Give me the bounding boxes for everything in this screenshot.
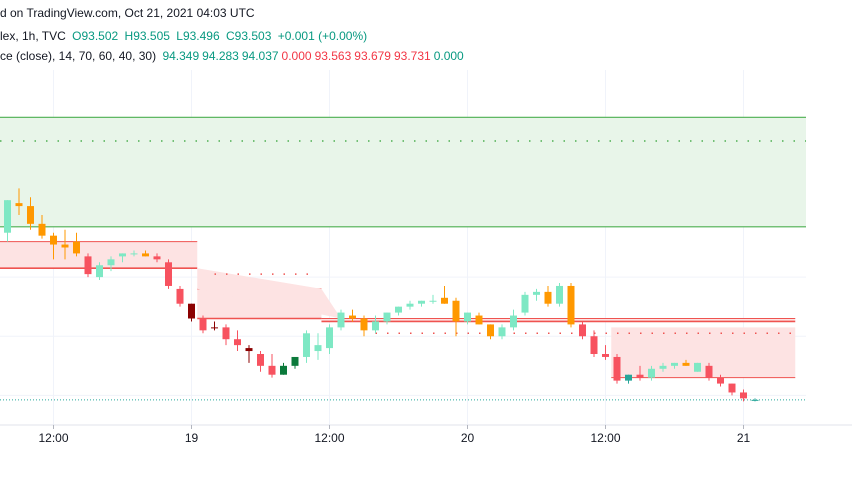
candle-body <box>498 327 506 337</box>
candle-body <box>521 294 529 313</box>
candle-body <box>188 303 195 319</box>
candle-body <box>27 206 34 224</box>
candle-body <box>245 348 253 352</box>
high-value: H93.505 <box>124 29 170 43</box>
supply-zone <box>0 117 806 227</box>
candle-body <box>211 327 218 329</box>
candle-body <box>142 253 149 257</box>
candle-body <box>625 374 632 381</box>
candle-body <box>165 262 172 286</box>
candle-body <box>96 265 103 278</box>
indicator-value: 93.563 <box>314 49 352 63</box>
candle-body <box>717 377 724 384</box>
candle-body <box>429 300 437 302</box>
candle-body <box>234 339 241 346</box>
candle-body <box>395 306 402 313</box>
candle-body <box>590 336 598 354</box>
candle-body <box>153 256 161 260</box>
candle-body <box>671 362 678 366</box>
published-line: d on TradingView.com, Oct 21, 2021 04:03… <box>0 6 258 20</box>
candle-body <box>406 303 414 307</box>
candle-body <box>567 285 575 325</box>
indicator-value: 93.731 <box>393 49 431 63</box>
candle-body <box>4 200 11 233</box>
candle-body <box>176 288 184 304</box>
candle-body <box>38 223 46 236</box>
demand-zone <box>0 241 198 269</box>
candle-body <box>751 399 759 401</box>
candle-body <box>337 312 345 328</box>
candle-body <box>360 318 368 331</box>
indicator-value: 94.283 <box>202 49 239 63</box>
candle-body <box>510 315 517 328</box>
candle-body <box>728 383 736 393</box>
candle-body <box>119 253 126 257</box>
demand-zone-transition <box>197 268 341 319</box>
indicator-value: 94.349 <box>162 49 200 63</box>
time-axis-label: 20 <box>461 431 475 445</box>
candle-body <box>130 253 138 255</box>
candle-body <box>61 244 69 248</box>
candle-body <box>544 291 552 304</box>
candle-body <box>636 374 644 378</box>
candle-body <box>556 285 563 304</box>
indicator-name: ce (close), 14, 70, 60, 40, 30) <box>0 49 157 63</box>
indicator-value: 94.037 <box>241 49 279 63</box>
candle-body <box>441 297 448 304</box>
time-axis-label: 12:00 <box>38 431 68 445</box>
candle-body <box>602 354 609 357</box>
candle-body <box>452 300 460 322</box>
indicator-legend: ce (close), 14, 70, 60, 40, 30) 94.349 94… <box>0 49 470 63</box>
candle-body <box>487 324 494 337</box>
demand-zone-tail <box>611 327 796 378</box>
indicator-value: 0.000 <box>433 49 464 63</box>
candle-body <box>705 365 713 378</box>
candle-body <box>50 235 57 245</box>
indicator-values: 94.349 94.283 94.037 0.000 93.563 93.679 93.73… <box>162 49 466 63</box>
candle-body <box>659 365 667 369</box>
candle-body <box>326 327 333 349</box>
candle-body <box>383 312 391 322</box>
low-value: L93.496 <box>176 29 220 43</box>
candle-body <box>475 315 483 325</box>
candle-body <box>349 315 356 319</box>
candle-body <box>682 362 690 366</box>
candle-body <box>268 365 276 375</box>
candle-body <box>579 324 586 337</box>
candle-body <box>613 356 621 381</box>
time-axis-label: 12:00 <box>590 431 620 445</box>
candle-body <box>199 318 207 331</box>
indicator-value: 0.000 <box>281 49 312 63</box>
candle-body <box>464 312 471 322</box>
candle-body <box>291 356 299 366</box>
candle-body <box>222 327 230 340</box>
published-text: d on TradingView.com, Oct 21, 2021 04:03… <box>0 6 255 20</box>
symbol-text: lex, 1h, TVC <box>0 29 66 43</box>
indicator-value: 93.679 <box>354 49 391 63</box>
candle-body <box>648 368 655 378</box>
time-axis-label: 19 <box>185 431 199 445</box>
candle-body <box>533 291 540 295</box>
candle-body <box>694 362 701 372</box>
candle-body <box>280 365 287 375</box>
demand-zone <box>321 318 796 322</box>
candle-body <box>107 259 115 266</box>
symbol-legend: lex, 1h, TVC O93.502 H93.505 L93.496 C93… <box>0 29 370 43</box>
candle-body <box>314 345 322 352</box>
candle-body <box>372 321 379 331</box>
candle-body <box>740 392 747 399</box>
time-axis-label: 21 <box>737 431 751 445</box>
candle-body <box>303 333 310 357</box>
change-value: +0.001 (+0.00%) <box>277 29 368 43</box>
close-value: C93.503 <box>226 29 272 43</box>
candle-body <box>15 203 23 207</box>
time-axis-label: 12:00 <box>314 431 344 445</box>
candle-body <box>257 354 264 366</box>
candle-body <box>418 300 425 304</box>
candle-body <box>84 256 92 275</box>
candle-body <box>73 241 80 254</box>
open-value: O93.502 <box>72 29 119 43</box>
